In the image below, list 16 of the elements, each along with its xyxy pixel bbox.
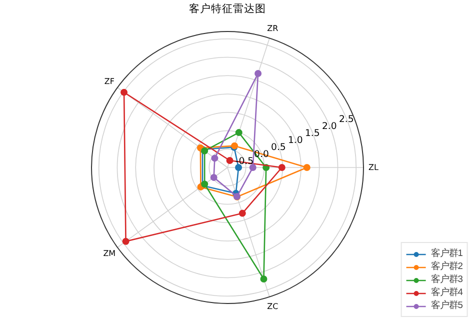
y-tick-label: 1.5 <box>304 128 320 139</box>
spoke-label: ZL <box>368 163 380 172</box>
legend-label: 客户群4 <box>430 286 463 299</box>
y-tick-label: 2.0 <box>322 120 337 132</box>
spoke-label: ZR <box>267 24 279 34</box>
y-tick-label: 1.0 <box>288 134 303 146</box>
legend-label: 客户群2 <box>430 260 463 273</box>
chart-title: 客户特征雷达图 <box>189 2 266 15</box>
legend-label: 客户群5 <box>430 299 463 312</box>
y-tick-label: 2.5 <box>338 114 354 125</box>
y-tick-label: 0.5 <box>271 142 286 153</box>
spoke-label: ZM <box>103 248 116 258</box>
legend-label: 客户群1 <box>430 247 463 260</box>
legend-label: 客户群3 <box>430 273 463 286</box>
spoke-label: ZF <box>104 77 115 86</box>
spoke-label: ZC <box>267 302 279 311</box>
